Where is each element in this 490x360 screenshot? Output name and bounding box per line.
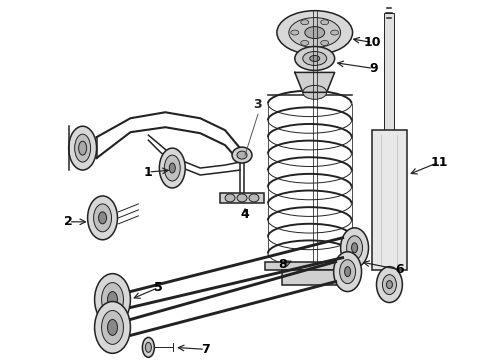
Ellipse shape (95, 302, 130, 353)
Ellipse shape (383, 275, 396, 294)
Text: 2: 2 (64, 215, 73, 228)
Ellipse shape (69, 126, 97, 170)
Bar (220, 193, 264, 203)
Text: 1: 1 (144, 166, 153, 179)
Ellipse shape (291, 30, 299, 35)
Ellipse shape (78, 141, 87, 155)
Ellipse shape (225, 194, 235, 202)
Ellipse shape (164, 155, 180, 181)
Ellipse shape (376, 267, 402, 302)
Ellipse shape (303, 51, 327, 66)
Ellipse shape (159, 148, 185, 188)
Ellipse shape (146, 342, 151, 352)
Ellipse shape (310, 55, 319, 62)
Text: 4: 4 (241, 208, 249, 221)
Ellipse shape (321, 40, 329, 45)
Ellipse shape (301, 20, 309, 25)
Ellipse shape (352, 243, 358, 253)
Ellipse shape (101, 310, 123, 345)
Ellipse shape (107, 292, 118, 307)
Ellipse shape (301, 40, 309, 45)
Ellipse shape (143, 337, 154, 357)
Text: 3: 3 (254, 98, 262, 111)
Text: 10: 10 (364, 36, 381, 49)
Polygon shape (295, 72, 335, 92)
Ellipse shape (340, 260, 356, 284)
Text: 6: 6 (395, 263, 404, 276)
Ellipse shape (88, 196, 118, 240)
Ellipse shape (303, 85, 327, 99)
Bar (265, 262, 355, 270)
Ellipse shape (305, 27, 325, 39)
Ellipse shape (341, 228, 368, 268)
Ellipse shape (107, 319, 118, 336)
Text: 9: 9 (369, 62, 378, 75)
Ellipse shape (331, 30, 339, 35)
Text: 8: 8 (278, 258, 287, 271)
Ellipse shape (344, 267, 350, 276)
Bar (371, 130, 407, 270)
Ellipse shape (74, 134, 91, 162)
Ellipse shape (277, 11, 353, 54)
Ellipse shape (101, 283, 123, 316)
Ellipse shape (98, 212, 106, 224)
Text: 5: 5 (154, 281, 163, 294)
Ellipse shape (249, 194, 259, 202)
Ellipse shape (295, 46, 335, 71)
Ellipse shape (346, 236, 363, 260)
Bar (282, 270, 338, 285)
Ellipse shape (387, 280, 392, 289)
Text: 11: 11 (431, 156, 448, 168)
Ellipse shape (289, 18, 341, 48)
Ellipse shape (95, 274, 130, 325)
Ellipse shape (237, 151, 247, 159)
Ellipse shape (321, 20, 329, 25)
Ellipse shape (334, 252, 362, 292)
Ellipse shape (232, 147, 252, 163)
Text: 7: 7 (201, 343, 210, 356)
Bar (385, 13, 394, 150)
Ellipse shape (237, 194, 247, 202)
Ellipse shape (169, 163, 175, 173)
Ellipse shape (94, 204, 112, 232)
